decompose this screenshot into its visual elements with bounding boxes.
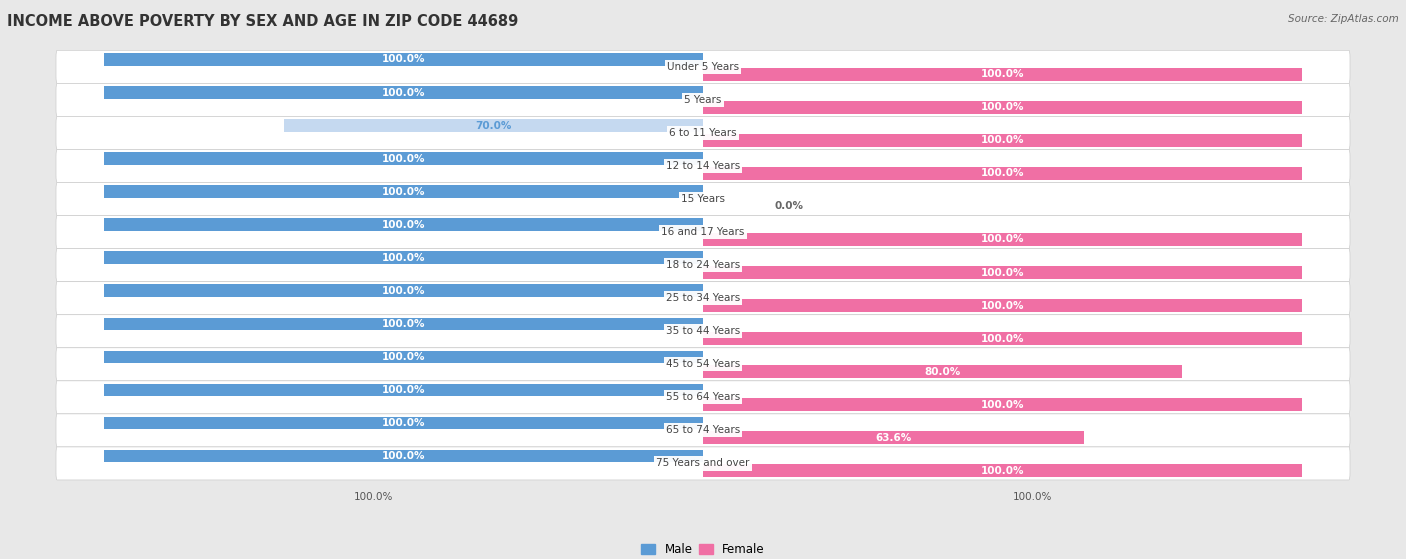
Text: 100.0%: 100.0%	[981, 301, 1025, 311]
FancyBboxPatch shape	[56, 381, 1350, 414]
FancyBboxPatch shape	[56, 116, 1350, 149]
Text: 100.0%: 100.0%	[981, 102, 1025, 112]
Text: 100.0%: 100.0%	[381, 286, 425, 296]
FancyBboxPatch shape	[56, 348, 1350, 381]
Text: 35 to 44 Years: 35 to 44 Years	[666, 326, 740, 336]
Text: 100.0%: 100.0%	[381, 385, 425, 395]
FancyBboxPatch shape	[56, 50, 1350, 83]
Bar	[104, 219, 703, 231]
Bar	[104, 285, 703, 297]
Text: Source: ZipAtlas.com: Source: ZipAtlas.com	[1288, 14, 1399, 24]
Text: 100.0%: 100.0%	[981, 400, 1025, 410]
Bar	[104, 252, 703, 264]
Legend: Male, Female: Male, Female	[637, 538, 769, 559]
Text: 100.0%: 100.0%	[981, 268, 1025, 277]
Text: Under 5 Years: Under 5 Years	[666, 62, 740, 72]
Text: 100.0%: 100.0%	[381, 418, 425, 428]
Bar	[104, 152, 703, 165]
Bar	[104, 53, 703, 66]
Text: 100.0%: 100.0%	[1012, 492, 1052, 502]
Text: 100.0%: 100.0%	[381, 319, 425, 329]
Bar	[104, 416, 703, 429]
Bar	[703, 365, 1182, 378]
FancyBboxPatch shape	[56, 315, 1350, 348]
Bar	[284, 119, 703, 132]
FancyBboxPatch shape	[56, 447, 1350, 480]
Bar	[703, 432, 1084, 444]
Bar	[104, 383, 703, 396]
Text: 100.0%: 100.0%	[354, 492, 394, 502]
Text: INCOME ABOVE POVERTY BY SEX AND AGE IN ZIP CODE 44689: INCOME ABOVE POVERTY BY SEX AND AGE IN Z…	[7, 14, 519, 29]
Text: 75 Years and over: 75 Years and over	[657, 458, 749, 468]
Bar	[703, 266, 1302, 279]
Text: 100.0%: 100.0%	[381, 220, 425, 230]
Text: 100.0%: 100.0%	[981, 234, 1025, 244]
Text: 15 Years: 15 Years	[681, 194, 725, 204]
FancyBboxPatch shape	[56, 414, 1350, 447]
Text: 100.0%: 100.0%	[381, 187, 425, 197]
Text: 6 to 11 Years: 6 to 11 Years	[669, 128, 737, 138]
Bar	[703, 465, 1302, 477]
Text: 70.0%: 70.0%	[475, 121, 512, 131]
Text: 5 Years: 5 Years	[685, 95, 721, 105]
Text: 55 to 64 Years: 55 to 64 Years	[666, 392, 740, 402]
Text: 100.0%: 100.0%	[381, 154, 425, 164]
FancyBboxPatch shape	[56, 182, 1350, 216]
Bar	[703, 233, 1302, 246]
Bar	[104, 350, 703, 363]
Text: 100.0%: 100.0%	[981, 135, 1025, 145]
Bar	[104, 86, 703, 99]
Bar	[703, 399, 1302, 411]
Bar	[703, 134, 1302, 146]
Text: 16 and 17 Years: 16 and 17 Years	[661, 227, 745, 237]
Text: 18 to 24 Years: 18 to 24 Years	[666, 260, 740, 270]
Bar	[703, 299, 1302, 312]
Text: 100.0%: 100.0%	[981, 69, 1025, 79]
Text: 100.0%: 100.0%	[381, 253, 425, 263]
Bar	[104, 318, 703, 330]
Text: 100.0%: 100.0%	[381, 352, 425, 362]
Text: 100.0%: 100.0%	[981, 334, 1025, 344]
Text: 45 to 54 Years: 45 to 54 Years	[666, 359, 740, 369]
Text: 100.0%: 100.0%	[981, 466, 1025, 476]
Bar	[703, 332, 1302, 345]
Text: 100.0%: 100.0%	[381, 54, 425, 64]
Text: 63.6%: 63.6%	[876, 433, 911, 443]
FancyBboxPatch shape	[56, 216, 1350, 249]
FancyBboxPatch shape	[56, 249, 1350, 282]
FancyBboxPatch shape	[56, 149, 1350, 182]
Text: 0.0%: 0.0%	[775, 201, 804, 211]
Bar	[104, 449, 703, 462]
Text: 25 to 34 Years: 25 to 34 Years	[666, 293, 740, 303]
Text: 65 to 74 Years: 65 to 74 Years	[666, 425, 740, 435]
Bar	[703, 167, 1302, 180]
Bar	[703, 101, 1302, 113]
FancyBboxPatch shape	[56, 83, 1350, 116]
Text: 80.0%: 80.0%	[925, 367, 960, 377]
FancyBboxPatch shape	[56, 282, 1350, 315]
Bar	[703, 68, 1302, 80]
Text: 100.0%: 100.0%	[381, 88, 425, 97]
Text: 12 to 14 Years: 12 to 14 Years	[666, 161, 740, 171]
Text: 100.0%: 100.0%	[381, 451, 425, 461]
Text: 100.0%: 100.0%	[981, 168, 1025, 178]
Bar	[104, 185, 703, 198]
